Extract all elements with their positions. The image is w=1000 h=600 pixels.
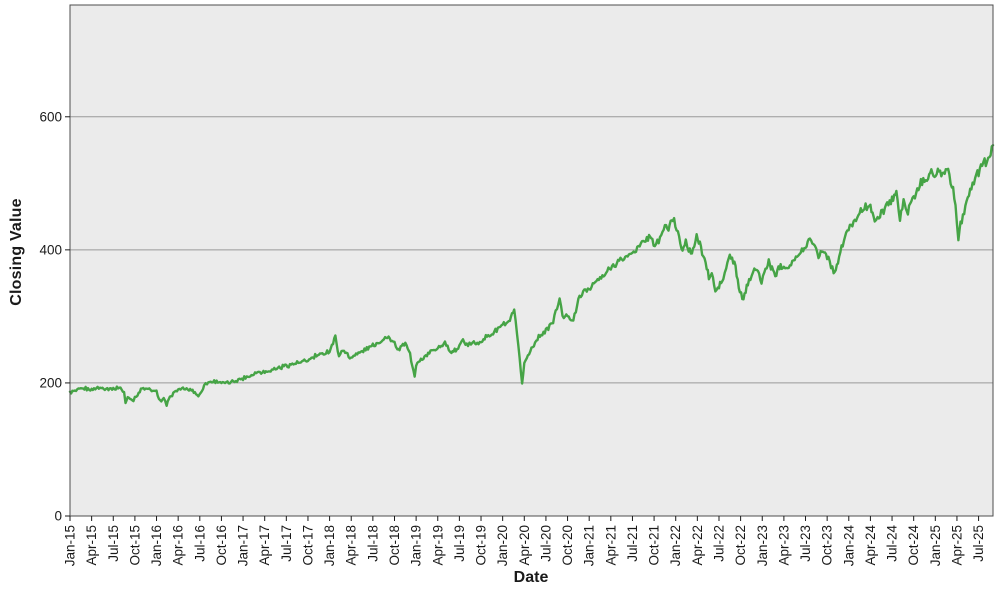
- x-tick-label: Oct-22: [733, 525, 748, 566]
- x-tick-label: Jan-25: [928, 525, 943, 566]
- plot-border: [69, 4, 994, 517]
- x-tick-label: Jul-17: [279, 525, 294, 562]
- y-tick-label: 0: [54, 509, 62, 524]
- x-tick-label: Apr-16: [171, 525, 186, 566]
- x-tick-label: Jan-24: [841, 525, 856, 567]
- y-tick-label: 600: [39, 109, 62, 124]
- x-tick-label: Jul-19: [452, 525, 467, 562]
- x-tick-label: Jan-20: [495, 525, 510, 566]
- x-tick-label: Jul-22: [711, 525, 726, 562]
- x-tick-label: Jan-16: [149, 525, 164, 566]
- x-tick-label: Apr-18: [344, 525, 359, 566]
- x-tick-label: Jan-23: [755, 525, 770, 566]
- x-tick-label: Jan-22: [668, 525, 683, 566]
- x-tick-label: Apr-20: [517, 525, 532, 566]
- x-tick-label: Apr-24: [863, 525, 878, 566]
- x-axis-title: Date: [513, 569, 549, 586]
- x-tick-label: Oct-23: [820, 525, 835, 566]
- x-tick-label: Jan-21: [582, 525, 597, 566]
- x-tick-label: Oct-17: [300, 525, 315, 566]
- x-tick-label: Oct-24: [906, 525, 921, 566]
- x-tick-label: Apr-23: [776, 525, 791, 566]
- price-line: [68, 144, 995, 407]
- x-tick-label: Jul-15: [106, 525, 121, 562]
- x-tick-label: Jul-21: [625, 525, 640, 562]
- x-tick-label: Jan-15: [63, 525, 78, 566]
- x-tick-label: Oct-18: [387, 525, 402, 566]
- x-tick-label: Oct-21: [647, 525, 662, 566]
- x-tick-label: Oct-15: [127, 525, 142, 566]
- plot-area: [70, 5, 993, 516]
- x-tick-label: Jul-16: [192, 525, 207, 562]
- x-tick-label: Apr-19: [430, 525, 445, 566]
- x-tick-label: Jul-23: [798, 525, 813, 562]
- x-tick-label: Apr-15: [84, 525, 99, 566]
- x-tick-label: Apr-21: [603, 525, 618, 566]
- x-tick-label: Apr-25: [949, 525, 964, 566]
- x-tick-label: Jan-17: [236, 525, 251, 566]
- x-tick-label: Oct-16: [214, 525, 229, 566]
- x-tick-label: Oct-20: [560, 525, 575, 566]
- x-tick-label: Jul-18: [365, 525, 380, 562]
- x-tick-label: Jul-20: [538, 525, 553, 562]
- x-tick-label: Apr-22: [690, 525, 705, 566]
- x-tick-label: Jan-18: [322, 525, 337, 566]
- x-tick-label: Jul-25: [971, 525, 986, 562]
- x-tick-label: Jan-19: [409, 525, 424, 566]
- x-tick-label: Apr-17: [257, 525, 272, 566]
- x-tick-label: Oct-19: [474, 525, 489, 566]
- y-tick-label: 400: [39, 242, 62, 257]
- y-tick-label: 200: [39, 375, 62, 390]
- y-axis-title: Closing Value: [8, 198, 25, 306]
- x-tick-label: Jul-24: [885, 525, 900, 562]
